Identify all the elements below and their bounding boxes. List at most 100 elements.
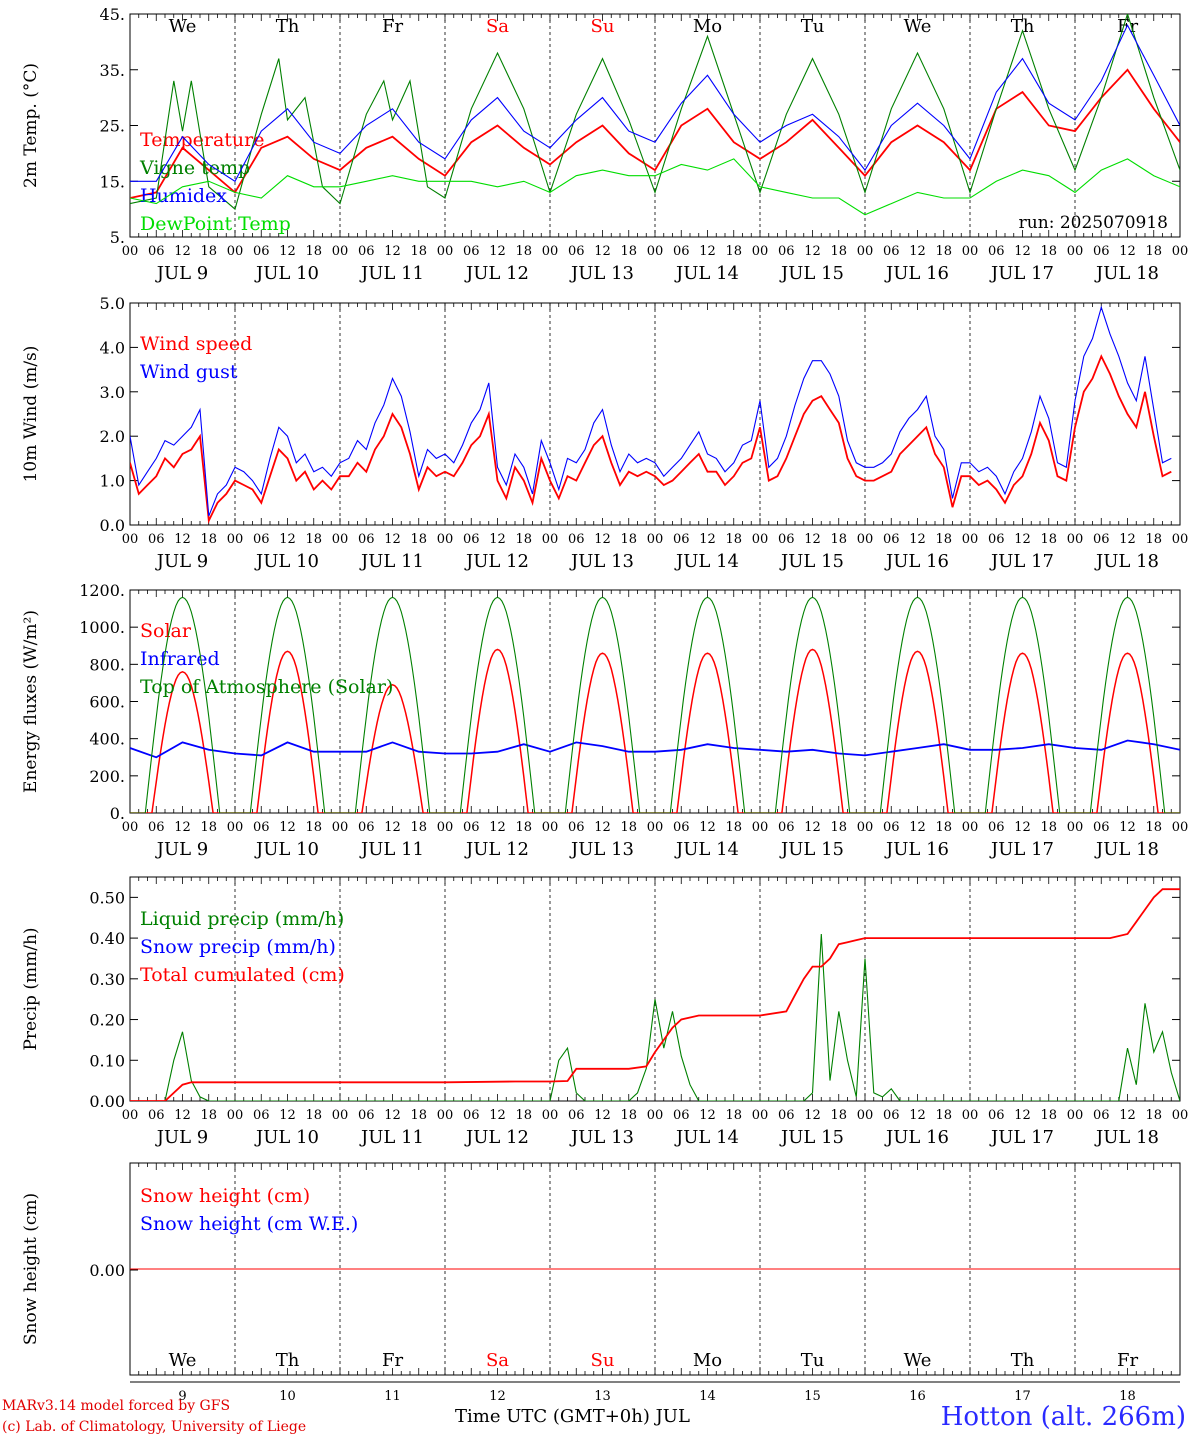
panel-energy: 0. 200. 400. 600. 800. 1000. 1200. Energy fluxe… (21, 581, 1188, 860)
date-label: JUL 11 (359, 839, 424, 860)
x-tick-label: 12 (279, 244, 296, 259)
date-label: JUL 12 (464, 1127, 529, 1148)
x-tick-label: 18 (1040, 244, 1057, 259)
x-tick-label: 18 (200, 244, 217, 259)
x-tick-label: 06 (778, 820, 795, 835)
x-tick-label: 00 (1172, 1108, 1189, 1123)
weekday-label: We (904, 16, 932, 37)
x-tick-label: 18 (830, 1108, 847, 1123)
x-tick-label: 12 (909, 820, 926, 835)
x-tick-label: 00 (647, 244, 664, 259)
legend-infrared: Infrared (140, 648, 220, 670)
x-tick-label: 18 (305, 820, 322, 835)
meteogram-chart: 5. 15. 25. 35. 45. 2m Temp. (°C) 00 06 12 18 00 06 1… (21, 5, 1189, 1400)
series-temperature (130, 68, 1180, 199)
x-tick-label: 18 (1145, 532, 1162, 547)
x-tick-label: 06 (988, 820, 1005, 835)
x-tick-label: 06 (568, 1108, 585, 1123)
x-tick-label: 18 (620, 1108, 637, 1123)
x-tick-label: 12 (804, 244, 821, 259)
series-dewpoint-temp (130, 158, 1180, 216)
x-tick-label: 12 (489, 532, 506, 547)
x-tick-label: 06 (1093, 244, 1110, 259)
date-label: JUL 18 (1094, 263, 1159, 284)
x-tick-label: 00 (752, 532, 769, 547)
x-tick-label: 06 (778, 244, 795, 259)
x-tick-label: 06 (1093, 1108, 1110, 1123)
x-tick-label: 00 (542, 532, 559, 547)
station-name: Hotton (alt. 266m) (940, 1402, 1186, 1432)
y-tick-label: 800. (89, 655, 125, 674)
date-label: JUL 18 (1094, 839, 1159, 860)
x-tick-label: 06 (673, 532, 690, 547)
x-tick-label: 00 (962, 532, 979, 547)
y-axis-label: 2m Temp. (°C) (21, 63, 41, 188)
x-tick-label: 18 (515, 532, 532, 547)
weekday-label: Th (1011, 16, 1035, 37)
date-label: JUL 16 (884, 1127, 949, 1148)
x-tick-label: 18 (410, 820, 427, 835)
x-tick-label: 06 (253, 532, 270, 547)
x-tick-label: 12 (699, 532, 716, 547)
x-tick-label: 06 (253, 820, 270, 835)
run-annotation: run: 2025070918 (1019, 213, 1168, 233)
x-tick-label: 12 (1119, 532, 1136, 547)
x-tick-label: 00 (227, 532, 244, 547)
legend-solar: Solar (140, 620, 192, 642)
x-tick-label: 18 (830, 532, 847, 547)
x-tick-label: 00 (962, 1108, 979, 1123)
legend-snow-height-cm-w-e: Snow height (cm W.E.) (140, 1213, 358, 1235)
x-tick-label: 18 (620, 532, 637, 547)
x-tick-label: 00 (542, 1108, 559, 1123)
x-tick-label: 12 (279, 532, 296, 547)
series-humidex (130, 23, 1180, 183)
x-tick-label: 12 (489, 1108, 506, 1123)
date-label: JUL 17 (989, 263, 1054, 284)
y-tick-label: 4.0 (100, 338, 125, 357)
y-tick-label: 0.20 (89, 1011, 125, 1030)
series-solar (130, 648, 1180, 813)
x-tick-label: 18 (935, 244, 952, 259)
x-tick-label: 00 (437, 532, 454, 547)
x-tick-label: 06 (148, 244, 165, 259)
x-tick-label: 18 (1145, 244, 1162, 259)
series-infrared (130, 739, 1180, 759)
day-number: 13 (594, 1389, 611, 1400)
x-tick-label: 12 (384, 244, 401, 259)
x-tick-label: 12 (1119, 1108, 1136, 1123)
legend-liquid-precip-mm-h: Liquid precip (mm/h) (140, 908, 344, 930)
x-tick-label: 06 (358, 244, 375, 259)
x-tick-label: 12 (909, 244, 926, 259)
x-tick-label: 12 (594, 244, 611, 259)
day-number: 15 (804, 1389, 821, 1400)
date-label: JUL 15 (779, 263, 844, 284)
date-label: JUL 10 (254, 839, 319, 860)
x-tick-label: 12 (594, 532, 611, 547)
y-tick-label: 1200. (79, 581, 125, 600)
x-tick-label: 12 (489, 244, 506, 259)
y-axis-label: Snow height (cm) (21, 1193, 41, 1345)
date-label: JUL 13 (569, 263, 634, 284)
x-tick-label: 06 (673, 244, 690, 259)
x-tick-label: 18 (725, 820, 742, 835)
y-axis-label: Energy fluxes (W/m²) (21, 610, 41, 793)
date-label: JUL 12 (464, 263, 529, 284)
x-tick-label: 06 (1093, 820, 1110, 835)
x-tick-label: 18 (515, 820, 532, 835)
x-tick-label: 06 (568, 244, 585, 259)
panel-frame (129, 589, 1181, 814)
x-tick-label: 18 (1040, 1108, 1057, 1123)
y-tick-label: 0.30 (89, 970, 125, 989)
series-wind-gust (130, 305, 1172, 517)
x-tick-label: 18 (725, 532, 742, 547)
x-tick-label: 06 (148, 1108, 165, 1123)
x-tick-label: 06 (253, 1108, 270, 1123)
day-number: 9 (178, 1389, 186, 1400)
x-tick-label: 18 (515, 1108, 532, 1123)
date-label: JUL 18 (1094, 1127, 1159, 1148)
x-tick-label: 00 (752, 244, 769, 259)
x-tick-label: 06 (358, 1108, 375, 1123)
panel-wind: 0.0 1.0 2.0 3.0 4.0 5.0 10m Wind (m/s) 00 06 12 18… (21, 294, 1188, 572)
y-tick-label: 45. (100, 5, 125, 24)
date-label: JUL 14 (674, 551, 739, 572)
